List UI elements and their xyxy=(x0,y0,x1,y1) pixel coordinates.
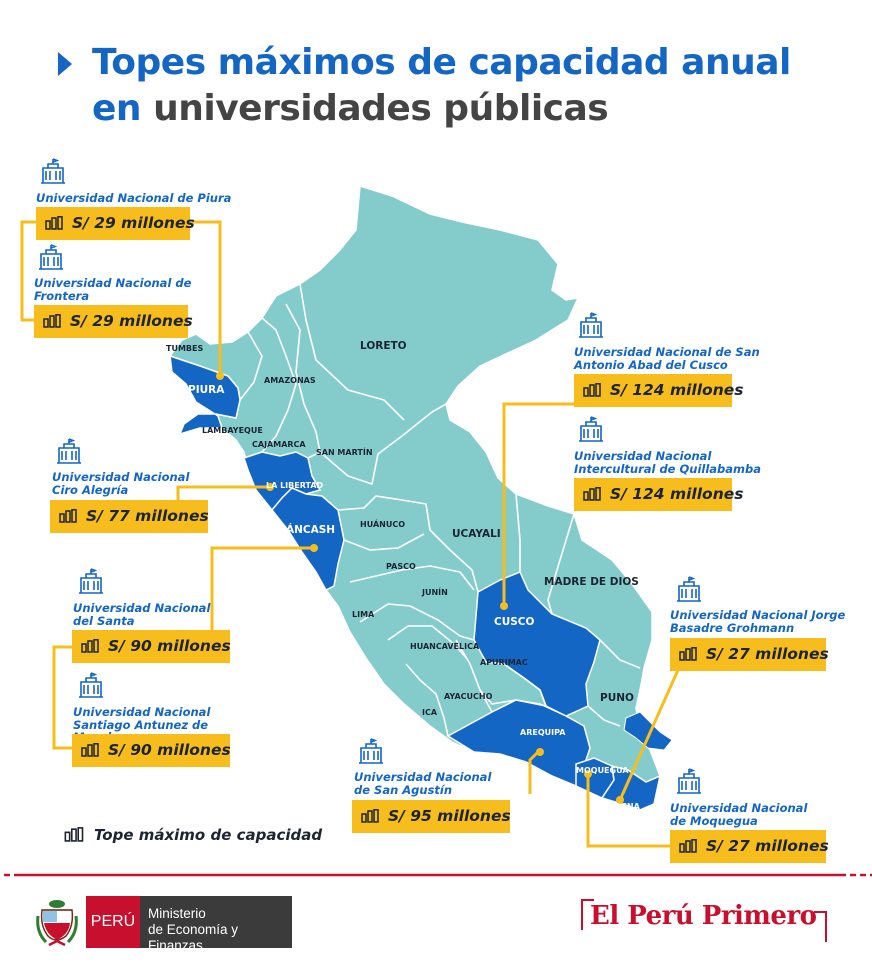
region-label-moquegua: MOQUEGUA xyxy=(576,766,629,775)
region-label-pasco: PASCO xyxy=(386,562,416,571)
region-label-lambayeque: LAMBAYEQUE xyxy=(202,426,263,435)
university-name: Universidad Nacional de Frontera xyxy=(34,276,192,303)
region-label-ancash: ÁNCASH xyxy=(286,524,336,536)
capacity-bars-icon xyxy=(679,839,697,853)
university-name: Universidad Nacional Ciro Alegría xyxy=(52,470,190,497)
region-label-arequipa: AREQUIPA xyxy=(520,728,566,737)
university-name: Universidad Nacional Intercultural de Qu… xyxy=(574,449,761,476)
mef-ministry-line-1: Ministerio xyxy=(148,906,206,921)
university-building-icon xyxy=(359,738,383,764)
university-building-icon xyxy=(79,568,103,594)
region-label-huanuco: HUÁNUCO xyxy=(360,520,405,529)
university-building-icon xyxy=(579,312,603,338)
region-label-tacna: TACNA xyxy=(610,802,640,811)
title-line-2-blue: en xyxy=(92,88,142,129)
capacity-value: S/ 77 millones xyxy=(86,507,209,525)
capacity-bars-icon xyxy=(361,809,379,823)
legend-label: Tope máximo de capacidad xyxy=(94,826,323,844)
capacity-bars-icon xyxy=(679,647,697,661)
page-title: Topes máximos de capacidad anual en univ… xyxy=(52,40,791,132)
capacity-bars-icon xyxy=(64,827,84,842)
capacity-bars-icon xyxy=(45,216,63,230)
connector-dots xyxy=(216,372,624,804)
capacity-bars-icon xyxy=(43,314,61,328)
map-region-borders xyxy=(239,283,641,737)
university-building-icon xyxy=(41,158,65,184)
capacity-bars-icon xyxy=(583,487,601,501)
region-label-ayacucho: AYACUCHO xyxy=(444,692,493,701)
region-label-madre-de-dios: MADRE DE DIOS xyxy=(544,576,639,588)
region-label-apurimac: APURIMAC xyxy=(480,658,528,667)
university-name: Universidad Nacional de Moquegua xyxy=(670,801,808,828)
mef-ministry-line-2: de Economía y Finanzas xyxy=(148,922,239,953)
region-label-cusco: CUSCO xyxy=(494,616,535,628)
title-arrow-icon xyxy=(58,52,72,76)
title-line-2: en universidades públicas xyxy=(52,86,791,132)
capacity-value: S/ 29 millones xyxy=(70,312,193,330)
coat-of-arms-icon xyxy=(36,900,78,947)
title-line-1: Topes máximos de capacidad anual xyxy=(92,42,791,83)
capacity-bars-icon xyxy=(59,509,77,523)
capacity-box: S/ 95 millones xyxy=(352,800,511,833)
region-label-ucayali: UCAYALI xyxy=(452,528,501,540)
map-region-ancash xyxy=(271,487,345,591)
capacity-bars-icon xyxy=(583,383,601,397)
capacity-value: S/ 124 millones xyxy=(610,381,744,399)
region-label-amazonas: AMAZONAS xyxy=(264,376,316,385)
capacity-value: S/ 95 millones xyxy=(388,807,511,825)
university-building-icon xyxy=(79,672,103,698)
capacity-value: S/ 90 millones xyxy=(108,637,231,655)
capacity-bars-icon xyxy=(81,743,99,757)
capacity-value: S/ 124 millones xyxy=(610,485,744,503)
capacity-box: S/ 90 millones xyxy=(72,734,231,767)
mef-peru-label: PERÚ xyxy=(86,896,140,948)
region-label-loreto: LORETO xyxy=(360,340,407,352)
map-region-la-libertad xyxy=(243,451,322,512)
region-label-puno: PUNO xyxy=(600,692,634,704)
region-label-junin: JUNÍN xyxy=(422,588,448,597)
capacity-bars-icon xyxy=(81,639,99,653)
capacity-box: S/ 27 millones xyxy=(670,638,829,671)
capacity-box: S/ 29 millones xyxy=(36,207,195,240)
university-name: Universidad Nacional del Santa xyxy=(73,601,211,628)
capacity-box: S/ 124 millones xyxy=(574,478,743,511)
mef-logo: PERÚ Ministerio de Economía y Finanzas xyxy=(86,896,292,953)
map-region-arequipa xyxy=(446,699,591,787)
region-label-tumbes: TUMBES xyxy=(166,344,204,353)
university-building-icon xyxy=(677,576,701,602)
region-label-piura: PIURA xyxy=(188,384,225,396)
connector-lines xyxy=(20,220,680,848)
capacity-value: S/ 27 millones xyxy=(706,645,829,663)
brand-text: El Perú Primero xyxy=(590,901,817,931)
region-label-lima: LIMA xyxy=(352,610,375,619)
university-building-icon xyxy=(57,438,81,464)
university-name: Universidad Nacional de San Agustín xyxy=(354,770,492,797)
region-label-huancavelica: HUANCAVELICA xyxy=(410,642,480,651)
region-label-cajamarca: CAJAMARCA xyxy=(252,440,306,449)
brand-frame-icon xyxy=(581,899,827,942)
capacity-value: S/ 29 millones xyxy=(72,214,195,232)
capacity-value: S/ 90 millones xyxy=(108,741,231,759)
capacity-value: S/ 27 millones xyxy=(706,837,829,855)
title-line-2-rest: universidades públicas xyxy=(153,88,609,129)
footer-divider xyxy=(0,873,872,877)
brand-el-peru-primero: El Perú Primero xyxy=(580,898,828,944)
capacity-box: S/ 27 millones xyxy=(670,830,829,863)
region-label-san-martin: SAN MARTÍN xyxy=(316,448,373,457)
region-label-ica: ICA xyxy=(422,708,438,717)
university-building-icon xyxy=(39,244,63,270)
capacity-box: S/ 90 millones xyxy=(72,630,231,663)
capacity-box: S/ 77 millones xyxy=(50,500,209,533)
university-name: Universidad Nacional Jorge Basadre Grohm… xyxy=(670,608,846,635)
university-name: Universidad Nacional de Piura xyxy=(36,191,232,205)
capacity-box: S/ 29 millones xyxy=(34,305,193,338)
mef-ministry-label: Ministerio de Economía y Finanzas xyxy=(140,896,292,953)
university-name: Universidad Nacional de San Antonio Abad… xyxy=(574,345,760,372)
map-lake-titicaca xyxy=(623,711,673,751)
region-label-la-libertad: LA LIBERTAD xyxy=(266,481,324,490)
capacity-box: S/ 124 millones xyxy=(574,374,743,407)
university-building-icon xyxy=(677,768,701,794)
university-building-icon xyxy=(579,416,603,442)
